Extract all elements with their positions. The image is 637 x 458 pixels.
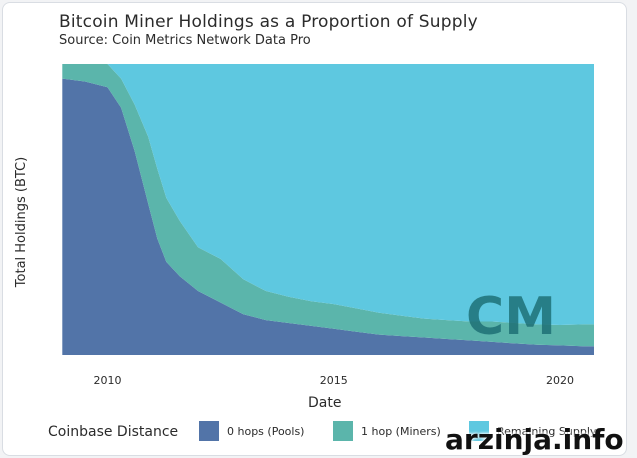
- area-layers: [62, 64, 595, 355]
- area-series-1: [62, 64, 595, 347]
- chart-title: Bitcoin Miner Holdings as a Proportion o…: [59, 12, 478, 32]
- legend-swatch-pools: [199, 421, 219, 441]
- legend: Coinbase Distance 0 hops (Pools) 1 hop (…: [3, 421, 626, 445]
- logo-letters: CM: [466, 287, 556, 347]
- legend-label-remaining: Remaining Supply: [497, 425, 597, 438]
- x-tick-label: 2010: [94, 374, 122, 387]
- x-tick-label: 2015: [320, 374, 348, 387]
- coin-metrics-logo: CM: [466, 287, 556, 347]
- legend-label-miners: 1 hop (Miners): [361, 425, 441, 438]
- x-axis-ticks: 2010 2015 2020: [94, 374, 575, 387]
- x-tick-label: 2020: [546, 374, 574, 387]
- area-series-0: [62, 78, 595, 355]
- legend-swatch-miners: [333, 421, 353, 441]
- legend-label-pools: 0 hops (Pools): [227, 425, 305, 438]
- watermark-text: arzinja.info: [445, 423, 624, 456]
- area-series-2: [62, 64, 595, 325]
- legend-swatch-remaining: [469, 421, 489, 441]
- legend-title: Coinbase Distance: [48, 424, 179, 440]
- chart-subtitle: Source: Coin Metrics Network Data Pro: [59, 33, 311, 48]
- stacked-area-chart: CM 2010 2015 2020: [62, 64, 595, 387]
- chart-card: Bitcoin Miner Holdings as a Proportion o…: [2, 2, 627, 456]
- x-axis-label: Date: [308, 395, 342, 411]
